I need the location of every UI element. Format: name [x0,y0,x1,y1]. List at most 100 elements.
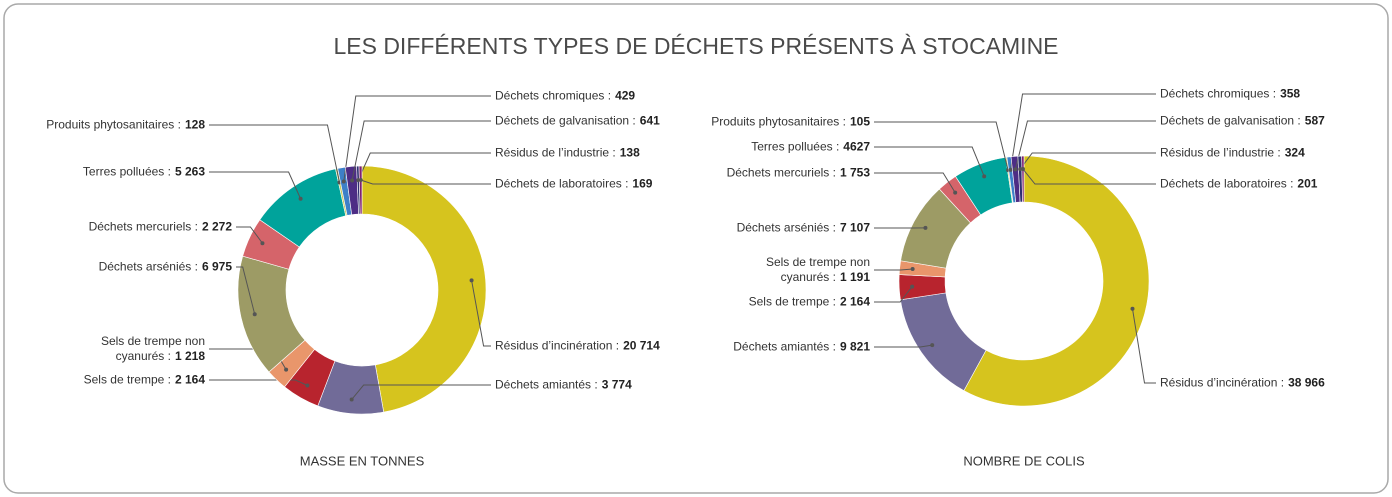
slice-name: Terres polluées : [751,139,840,154]
slice-label: Déchets arséniés :6 975 [99,260,232,275]
slice-value: 2 164 [174,372,205,387]
slice-value: 105 [849,114,870,129]
slice-value: 5 263 [174,164,205,179]
donut-slice [963,155,1150,407]
slice-label: Déchets de laboratoires :169 [495,177,652,192]
leader-line [1132,308,1156,384]
donut-slice [358,165,363,215]
slice-value: 20 714 [623,338,660,353]
slice-value: 128 [184,117,205,132]
leader-line [874,146,985,177]
slice-name: Sels de trempe : [83,372,171,387]
slice-label: Sels de trempe :2 164 [749,295,870,310]
slice-name: Déchets de laboratoires : [1160,176,1294,191]
slice-label: Déchets arséniés :7 107 [737,221,870,236]
slice-name: Déchets mercuriels : [726,165,836,180]
slice-label: Déchets mercuriels :2 272 [89,220,232,235]
slice-label: Produits phytosanitaires :128 [46,118,205,133]
slice-name: Produits phytosanitaires : [711,114,846,129]
slice-label: Déchets de galvanisation :587 [1160,114,1325,129]
leader-dot [1130,306,1135,311]
slice-name: Déchets de galvanisation : [495,113,636,128]
slice-label: Résidus d’incinération :38 966 [1160,376,1325,391]
leader-dot [252,312,257,317]
leader-dot [910,284,915,289]
slice-label: Résidus de l’industrie :324 [1160,146,1305,161]
slice-label: Déchets amiantés :3 774 [495,378,632,393]
leader-line [209,379,308,386]
slice-value: 429 [615,88,636,103]
slice-value: 4627 [843,139,870,154]
slice-label: Déchets chromiques :358 [1160,87,1300,102]
slice-value: 324 [1284,145,1305,160]
chart-subtitle: MASSE EN TONNES [300,453,425,468]
slice-value: 138 [619,145,640,160]
slice-label: Déchets amiantés :9 821 [733,340,870,355]
slice-value: 2 272 [201,219,232,234]
leader-dot [910,267,915,272]
leader-dot [923,225,928,230]
leader-dot [350,178,355,183]
slice-value: 7 107 [839,220,870,235]
leader-line [874,344,933,348]
slice-name: Terres polluées : [82,164,171,179]
leader-line [351,384,491,400]
slice-value: 6 975 [201,259,232,274]
slice-name: Sels de trempe : [748,294,836,309]
slice-label: Résidus d’incinération :20 714 [495,339,660,354]
slice-name: Sels de trempe non cyanurés : [100,334,205,363]
slice-value: 2 164 [839,294,870,309]
slice-label: Déchets de galvanisation :641 [495,114,660,129]
main-title: LES DIFFÉRENTS TYPES DE DÉCHETS PRÉSENTS… [333,33,1058,59]
leader-line [209,124,340,183]
slice-label: Déchets chromiques :429 [495,89,635,104]
slice-name: Résidus d’incinération : [1160,375,1285,390]
slice-value: 1 191 [839,270,870,284]
leader-dot [930,343,935,348]
slice-name: Déchets mercuriels : [88,219,198,234]
leader-dot [1020,167,1025,172]
leader-dot [349,397,354,402]
leader-dot [305,383,310,388]
slice-name: Résidus d’incinération : [495,338,620,353]
slice-label: Résidus de l’industrie :138 [495,146,640,161]
slice-label: Sels de trempe :2 164 [84,373,205,388]
leader-line [351,120,491,181]
slice-label: Produits phytosanitaires :105 [711,115,870,130]
slice-name: Résidus de l’industrie : [495,145,616,160]
leader-dot [469,278,474,283]
leader-dot [1008,167,1013,172]
leader-dot [982,174,987,179]
leader-line [874,172,956,193]
leader-line [874,268,913,271]
leader-dot [341,179,346,184]
leader-dot [260,241,265,246]
slice-name: Déchets arséniés : [98,259,198,274]
slice-name: Déchets amiantés : [495,377,598,392]
slice-value: 38 966 [1288,375,1325,390]
leader-dot [298,196,303,201]
leader-line [874,121,1009,171]
leader-line [1022,168,1156,185]
chart-subtitle: NOMBRE DE COLIS [963,453,1085,468]
slice-name: Déchets chromiques : [1160,86,1277,101]
slice-value: 9 821 [839,339,870,354]
slice-name: Déchets de galvanisation : [1160,113,1301,128]
slice-label: Terres polluées :4627 [751,140,870,155]
leader-line [1014,120,1156,170]
slice-value: 3 774 [601,377,632,392]
slice-name: Déchets de laboratoires : [495,176,629,191]
donut-slice [361,165,487,413]
slice-value: 1 218 [174,349,205,363]
slice-label: Déchets de laboratoires :201 [1160,177,1317,192]
leader-dot [358,178,363,183]
leader-line [236,226,263,244]
leader-line [360,179,491,185]
slice-name: Résidus de l’industrie : [1160,145,1281,160]
leader-line [874,286,913,303]
leader-line [1010,93,1156,170]
leader-line [209,171,302,199]
slice-name: Déchets arséniés : [736,220,836,235]
